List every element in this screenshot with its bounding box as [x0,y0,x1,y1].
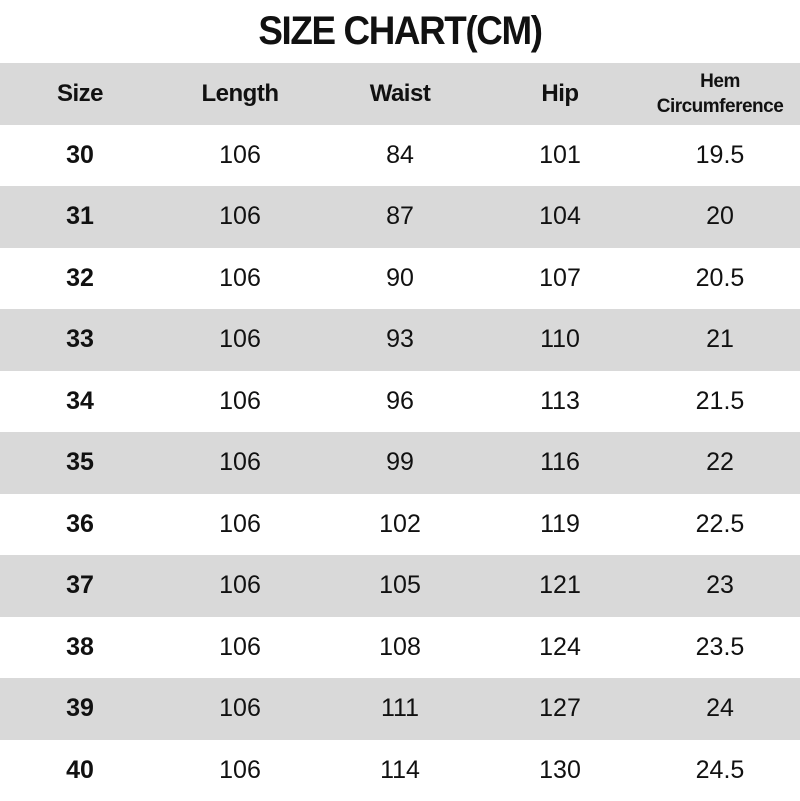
cell-hip: 130 [480,756,640,785]
cell-hem-circumference: 23 [640,571,800,600]
cell-size: 32 [0,264,160,293]
cell-hem-circumference: 20.5 [640,264,800,293]
cell-length: 106 [160,694,320,723]
header-hem-circumference: Hem Circumference [640,69,800,119]
cell-size: 38 [0,633,160,662]
page-title: SIZE CHART(CM) [32,0,768,63]
cell-length: 106 [160,448,320,477]
cell-hip: 127 [480,694,640,723]
cell-length: 106 [160,571,320,600]
cell-length: 106 [160,264,320,293]
cell-waist: 99 [320,448,480,477]
cell-waist: 105 [320,571,480,600]
cell-size: 31 [0,202,160,231]
cell-hip: 116 [480,448,640,477]
cell-size: 34 [0,387,160,416]
cell-waist: 87 [320,202,480,231]
cell-size: 30 [0,141,160,170]
cell-waist: 102 [320,510,480,539]
cell-length: 106 [160,633,320,662]
cell-size: 33 [0,325,160,354]
cell-hem-circumference: 23.5 [640,633,800,662]
cell-waist: 84 [320,141,480,170]
cell-hip: 121 [480,571,640,600]
cell-size: 35 [0,448,160,477]
cell-size: 39 [0,694,160,723]
cell-hem-circumference: 24 [640,694,800,723]
header-waist: Waist [320,80,480,108]
header-size: Size [0,80,160,108]
header-hip: Hip [480,80,640,108]
cell-hem-circumference: 22.5 [640,510,800,539]
header-hem-line-1: Hem [640,69,800,94]
cell-size: 37 [0,571,160,600]
table-header: Size Length Waist Hip Hem Circumference [0,63,800,125]
cell-size: 40 [0,756,160,785]
cell-hip: 101 [480,141,640,170]
cell-hip: 110 [480,325,640,354]
cell-length: 106 [160,141,320,170]
cell-length: 106 [160,325,320,354]
cell-hem-circumference: 24.5 [640,756,800,785]
cell-length: 106 [160,202,320,231]
header-length: Length [160,80,320,108]
cell-hip: 124 [480,633,640,662]
cell-hem-circumference: 20 [640,202,800,231]
cell-hip: 104 [480,202,640,231]
cell-length: 106 [160,510,320,539]
cell-hem-circumference: 21.5 [640,387,800,416]
cell-waist: 114 [320,756,480,785]
cell-waist: 111 [320,694,480,723]
cell-hip: 113 [480,387,640,416]
cell-hip: 107 [480,264,640,293]
cell-length: 106 [160,387,320,416]
cell-waist: 96 [320,387,480,416]
cell-length: 106 [160,756,320,785]
cell-hem-circumference: 22 [640,448,800,477]
cell-size: 36 [0,510,160,539]
cell-waist: 90 [320,264,480,293]
cell-hem-circumference: 21 [640,325,800,354]
cell-waist: 93 [320,325,480,354]
header-hem-line-2: Circumference [640,94,800,119]
cell-hem-circumference: 19.5 [640,141,800,170]
cell-hip: 119 [480,510,640,539]
cell-waist: 108 [320,633,480,662]
